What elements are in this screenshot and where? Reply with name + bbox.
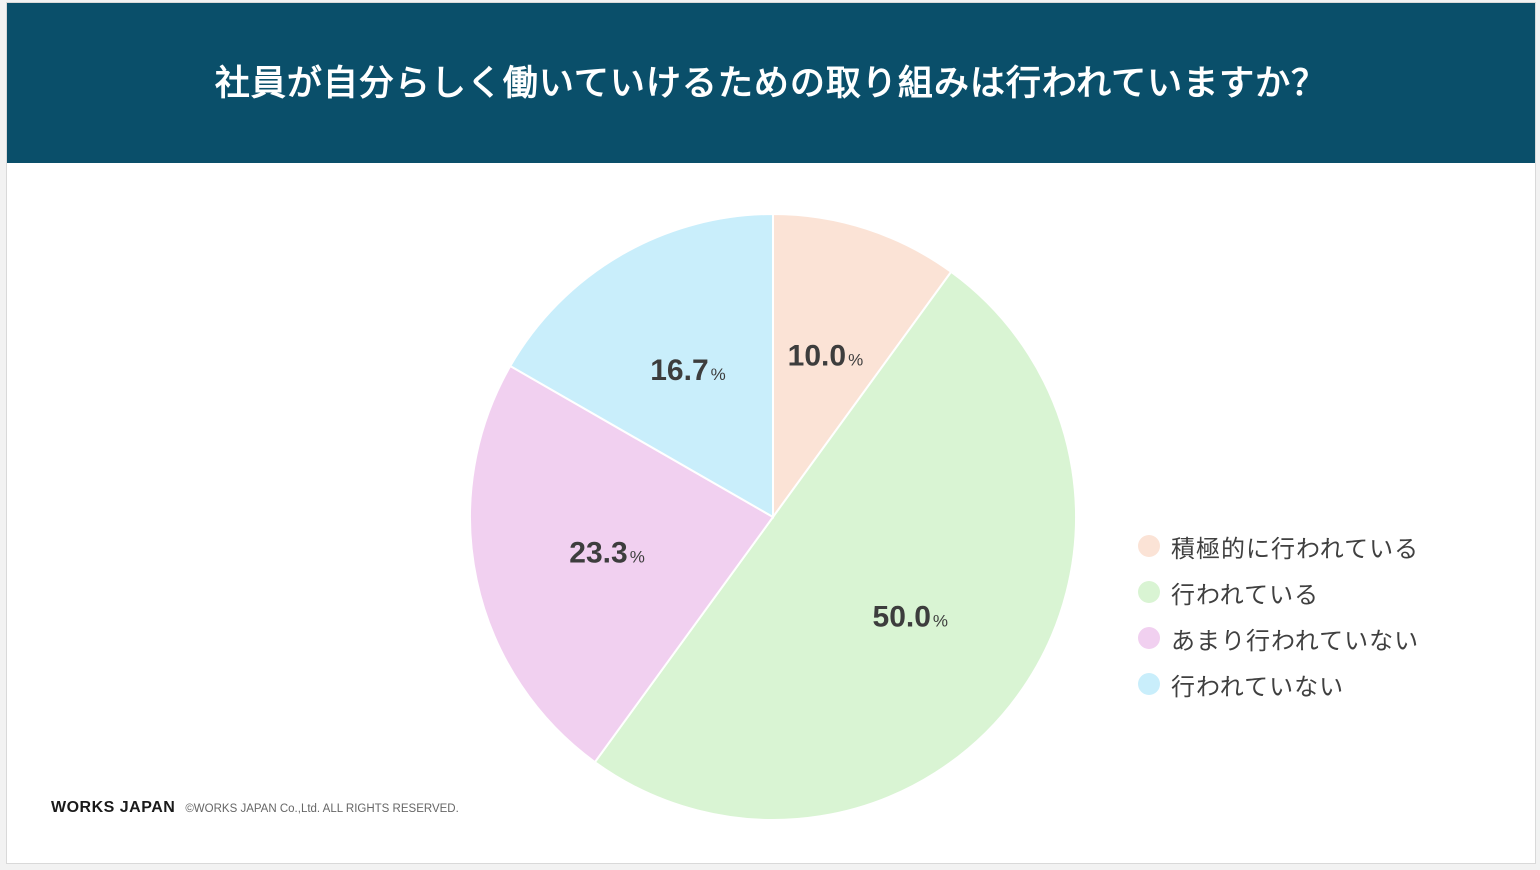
legend-item-2: あまり行われていない bbox=[1138, 615, 1419, 661]
chart-legend: 積極的に行われている 行われているあまり行われていない 行われていない bbox=[1138, 523, 1419, 707]
slice-label-2: 23.3% bbox=[569, 536, 645, 569]
slide: 社員が自分らしく働いていけるための取り組みは行われていますか？ 10.0% 50.… bbox=[6, 2, 1536, 864]
pie-slice-2 bbox=[469, 364, 775, 764]
legend-label-2: あまり行われていない bbox=[1171, 626, 1420, 655]
slice-unit-2: % bbox=[630, 547, 645, 566]
pie-chart: 10.0 %50.0 %23.3 %16.7% bbox=[469, 212, 1077, 821]
footer: WORKS JAPAN ©WORKS JAPAN Co.,Ltd. ALL RI… bbox=[51, 799, 459, 817]
legend-label-1: 行われている bbox=[1171, 580, 1320, 609]
legend-swatch-1 bbox=[1138, 581, 1160, 603]
slice-unit-1: % bbox=[933, 612, 948, 631]
slice-label-0: 10.0% bbox=[788, 340, 864, 373]
slice-value-1: 50.0 bbox=[873, 601, 931, 634]
slice-unit-3: % bbox=[711, 365, 726, 384]
slice-value-2: 23.3 bbox=[569, 536, 627, 569]
page-title: 社員が自分らしく働いていけるための取り組みは行われていますか？ bbox=[214, 63, 1328, 104]
company-logo: WORKS JAPAN bbox=[51, 799, 176, 816]
legend-item-0: 積極的に行われている bbox=[1138, 523, 1419, 569]
legend-label-3: 行われていない bbox=[1171, 672, 1345, 701]
slice-unit-0: % bbox=[848, 351, 863, 370]
legend-swatch-0 bbox=[1138, 535, 1160, 557]
legend-item-1: 行われている bbox=[1138, 569, 1419, 615]
copyright-text: ©WORKS JAPAN Co.,Ltd. ALL RIGHTS RESERVE… bbox=[185, 803, 459, 815]
legend-label-0: 積極的に行われている bbox=[1171, 534, 1420, 563]
slice-value-3: 16.7 bbox=[650, 354, 708, 387]
pie-slice-3 bbox=[508, 212, 774, 519]
legend-swatch-2 bbox=[1138, 627, 1160, 649]
pie-slice-1 bbox=[593, 270, 1077, 821]
slice-value-0: 10.0 bbox=[788, 340, 846, 373]
header-banner: 社員が自分らしく働いていけるための取り組みは行われていますか？ bbox=[7, 3, 1535, 163]
pie-slice-0 bbox=[772, 212, 953, 521]
slice-label-1: 50.0% bbox=[873, 601, 949, 634]
slice-label-3: 16.7% bbox=[650, 354, 726, 387]
legend-item-3: 行われていない bbox=[1138, 661, 1419, 707]
legend-swatch-3 bbox=[1138, 673, 1160, 695]
